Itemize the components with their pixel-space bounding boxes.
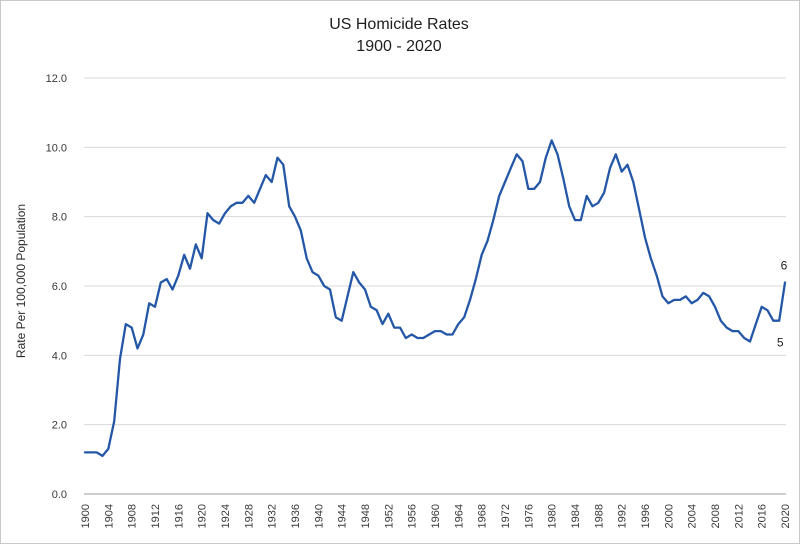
y-tick-label: 8.0: [52, 212, 67, 224]
homicide-rate-line: [83, 139, 787, 458]
x-tick-label: 1956: [407, 504, 419, 528]
y-axis-title: Rate Per 100,000 Population: [14, 204, 28, 358]
y-tick-label: 12.0: [46, 73, 67, 85]
x-tick-label: 2004: [687, 504, 699, 528]
x-tick-label: 1960: [430, 504, 442, 528]
x-tick-label: 1916: [173, 504, 185, 528]
x-tick-label: 1900: [80, 504, 92, 528]
x-tick-label: 1904: [103, 504, 115, 528]
x-tick-label: 1908: [127, 504, 139, 528]
data-label-6: 6: [781, 259, 788, 273]
data-label-5: 5: [777, 336, 784, 350]
gridlines: [84, 77, 786, 495]
y-tick-label: 10.0: [46, 142, 67, 154]
y-tick-label: 0.0: [52, 489, 67, 501]
x-tick-label: 2016: [757, 504, 769, 528]
x-axis-tick-labels: 1900 1904 1908 1912 1916 1920 1924 1928 1932 1936…: [80, 504, 792, 528]
x-tick-label: 2020: [780, 504, 792, 528]
x-tick-label: 2012: [733, 504, 745, 528]
x-tick-label: 1976: [523, 504, 535, 528]
x-tick-label: 1980: [547, 504, 559, 528]
x-tick-label: 1952: [383, 504, 395, 528]
x-tick-label: 1932: [267, 504, 279, 528]
y-tick-label: 6.0: [52, 281, 67, 293]
chart-title-line1: US Homicide Rates: [329, 16, 469, 33]
x-tick-label: 1944: [337, 504, 349, 528]
x-tick-label: 1948: [360, 504, 372, 528]
x-tick-label: 1924: [220, 504, 232, 528]
x-tick-label: 1984: [570, 504, 582, 528]
y-axis-tick-labels: 0.0 2.0 4.0 6.0 8.0 10.0 12.0: [46, 73, 67, 501]
x-tick-label: 1928: [243, 504, 255, 528]
x-tick-label: 1920: [197, 504, 209, 528]
x-tick-label: 1964: [453, 504, 465, 528]
data-point-labels: 65: [777, 259, 788, 350]
y-tick-label: 2.0: [52, 420, 67, 432]
x-tick-label: 2000: [663, 504, 675, 528]
x-tick-label: 1988: [593, 504, 605, 528]
x-tick-label: 1968: [477, 504, 489, 528]
x-tick-label: 1992: [617, 504, 629, 528]
chart-title-line2: 1900 - 2020: [356, 38, 442, 55]
x-tick-label: 1996: [640, 504, 652, 528]
x-tick-label: 2008: [710, 504, 722, 528]
x-tick-label: 1936: [290, 504, 302, 528]
x-tick-label: 1912: [150, 504, 162, 528]
x-tick-label: 1940: [313, 504, 325, 528]
y-tick-label: 4.0: [52, 350, 67, 362]
x-tick-label: 1972: [500, 504, 512, 528]
